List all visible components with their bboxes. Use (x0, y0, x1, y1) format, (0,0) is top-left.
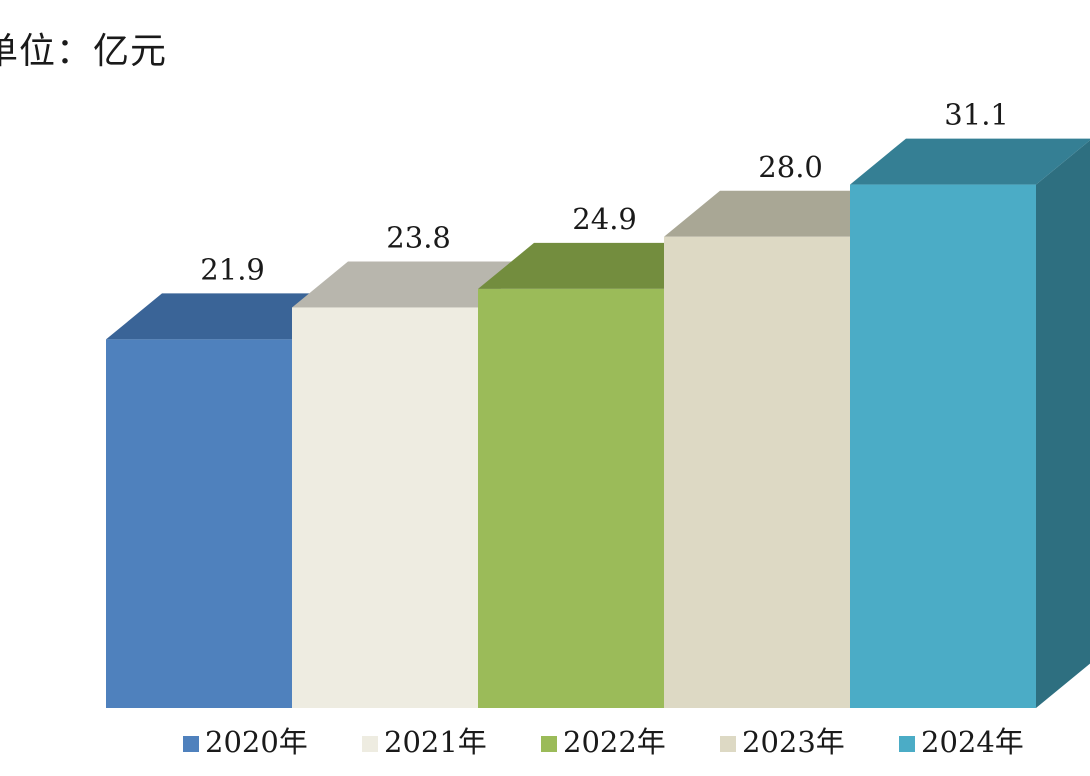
legend-label-2023年: 2023年 (742, 725, 845, 759)
bar-top-2022年 (478, 242, 720, 289)
data-label-2024年: 31.1 (944, 98, 1009, 132)
data-label-2022年: 24.9 (572, 202, 637, 236)
legend-label-2022年: 2022年 (563, 725, 666, 759)
bar-2023年 (664, 236, 850, 708)
legend-swatch-2024年 (899, 736, 915, 752)
unit-label: 单位：亿元 (0, 31, 168, 72)
legend-swatch-2023年 (720, 736, 736, 752)
bar-side-2024年 (1036, 140, 1090, 708)
bar-2021年 (292, 307, 478, 708)
bars-group: 21.9 23.8 24.9 28.0 31.1 (106, 98, 1090, 708)
legend-label-2024年: 2024年 (921, 725, 1024, 759)
bar-2024年 (850, 184, 1036, 708)
bar-top-2023年 (664, 190, 906, 237)
data-label-2021年: 23.8 (386, 220, 451, 254)
bar-top-2021年 (292, 261, 534, 308)
legend-label-2021年: 2021年 (384, 725, 487, 759)
legend-swatch-2020年 (183, 736, 199, 752)
legend-swatch-2021年 (362, 736, 378, 752)
legend: 2020年 2021年 2022年 2023年 2024年 (183, 725, 1024, 759)
bar-2022年 (478, 288, 664, 708)
bar-2020年 (106, 339, 292, 708)
legend-label-2020年: 2020年 (205, 725, 308, 759)
bar-top-2024年 (850, 138, 1090, 185)
bar-top-2020年 (106, 293, 348, 340)
data-label-2020年: 21.9 (200, 252, 265, 286)
legend-swatch-2022年 (541, 736, 557, 752)
data-label-2023年: 28.0 (758, 150, 823, 184)
